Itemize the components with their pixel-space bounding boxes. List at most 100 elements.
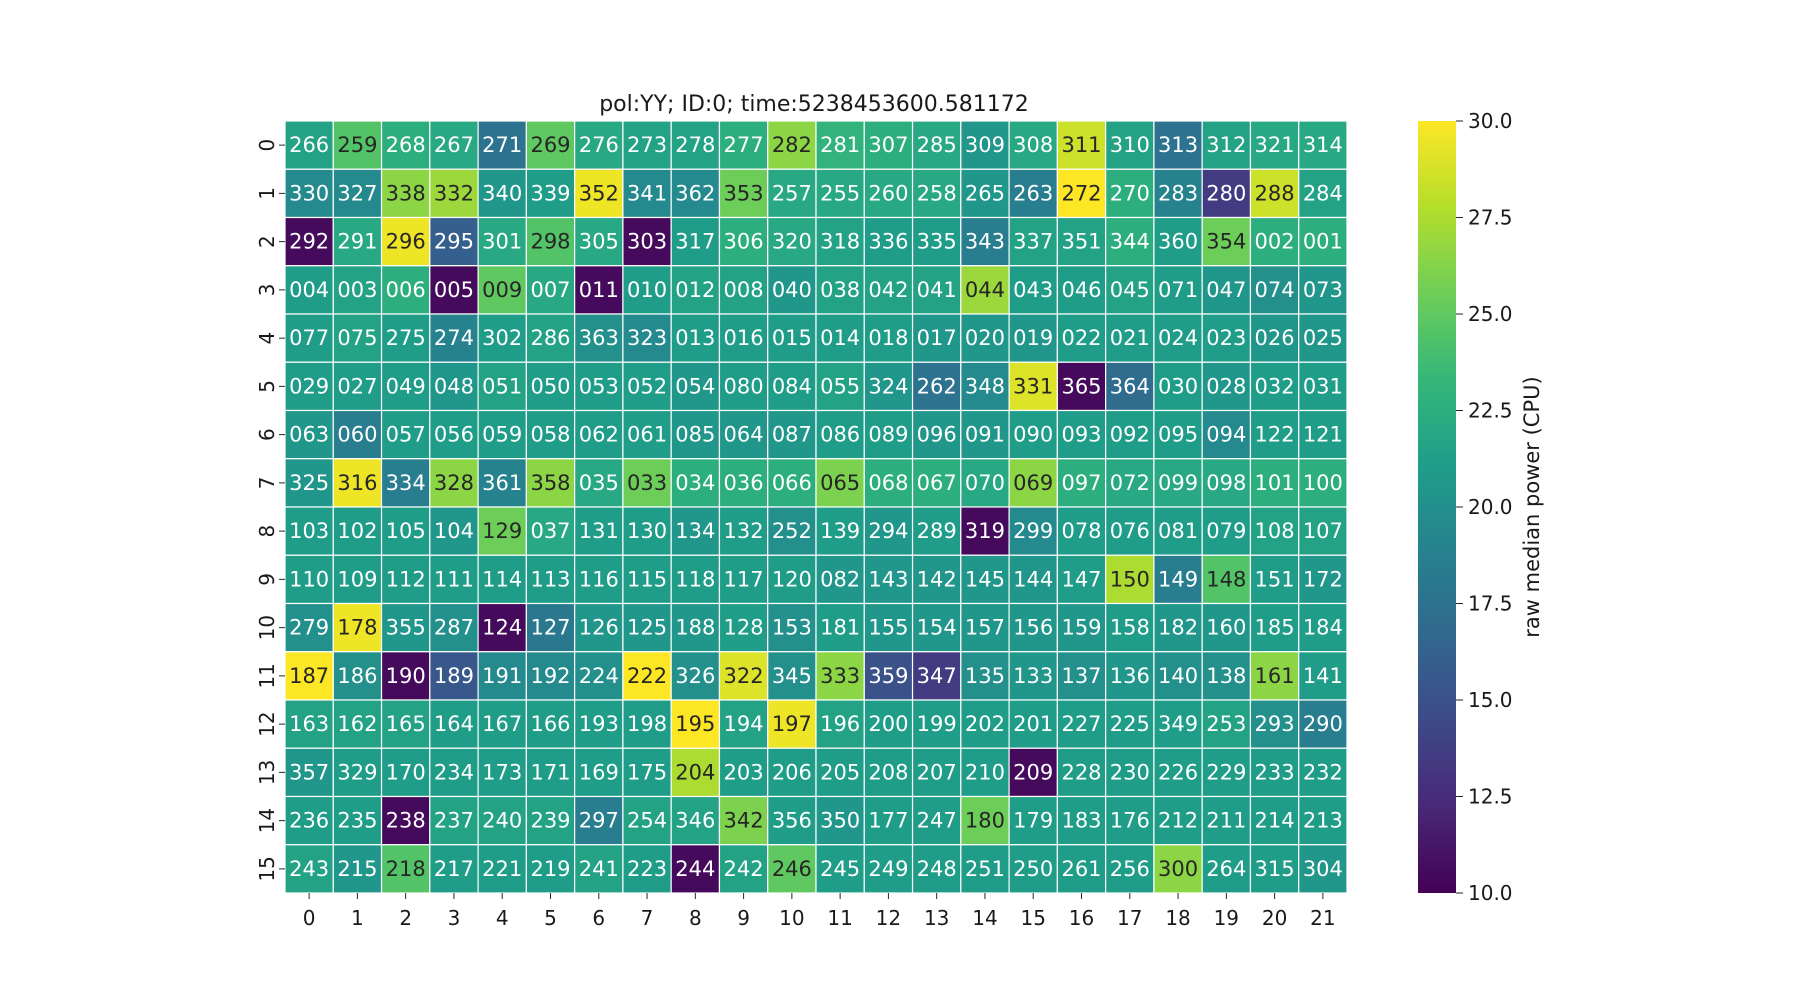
heatmap-cell [1153,747,1203,798]
x-tick-label: 8 [689,906,702,930]
cell-value-label: 222 [627,664,667,688]
cell-value-label: 252 [772,519,812,543]
heatmap-cell [477,361,527,412]
cell-value-label: 118 [675,567,715,591]
heatmap-cell [429,844,479,894]
heatmap-cell [1153,265,1203,315]
heatmap-cell [1105,120,1155,170]
cell-value-label: 020 [965,326,1005,350]
x-tick-label: 12 [876,906,901,930]
heatmap-cell [960,844,1010,894]
x-tick-label: 11 [827,906,852,930]
cell-value-label: 182 [1158,616,1198,640]
heatmap-cell [815,361,865,412]
cell-value-label: 110 [289,567,329,591]
heatmap-cell [574,602,624,653]
cell-value-label: 306 [724,230,764,254]
heatmap-cell [718,409,769,460]
cell-value-label: 291 [337,230,377,254]
cell-value-label: 010 [627,278,667,302]
cell-value-label: 337 [1013,230,1053,254]
cell-value-label: 078 [1061,519,1101,543]
cell-value-label: 320 [772,230,812,254]
cell-value-label: 365 [1061,374,1101,398]
heatmap-cell [284,458,334,508]
cell-value-label: 090 [1013,423,1053,447]
heatmap-cell [718,747,769,798]
x-tick-label: 13 [924,906,949,930]
cell-value-label: 234 [434,760,474,784]
heatmap-cell [380,844,431,894]
heatmap-cell [911,699,962,749]
cell-value-label: 089 [868,423,908,447]
heatmap-cell [1298,458,1348,508]
colorbar-tick-label: 17.5 [1468,592,1513,616]
heatmap-cell [911,313,962,363]
cell-value-label: 246 [772,857,812,881]
cell-value-label: 143 [868,567,908,591]
heatmap-cell [670,651,721,701]
cell-value-label: 093 [1061,423,1101,447]
heatmap-cell [1056,313,1107,363]
heatmap-cell [767,265,817,315]
x-tick-label: 1 [351,906,364,930]
cell-value-label: 115 [627,567,667,591]
x-tick-label: 21 [1310,906,1335,930]
cell-value-label: 210 [965,760,1005,784]
heatmap-cell [960,602,1010,653]
cell-value-label: 282 [772,133,812,157]
cell-value-label: 102 [337,519,377,543]
cell-value-label: 344 [1110,230,1150,254]
heatmap-cell [380,313,431,363]
heatmap-cell [380,216,431,267]
cell-value-label: 237 [434,809,474,833]
heatmap-cell [767,216,817,267]
cell-value-label: 281 [820,133,860,157]
heatmap-cell [718,602,769,653]
cell-value-label: 309 [965,133,1005,157]
heatmap-cell [1153,409,1203,460]
cell-value-label: 076 [1110,519,1150,543]
heatmap-cell [1105,651,1155,701]
cell-value-label: 200 [868,712,908,736]
cell-value-label: 206 [772,760,812,784]
cell-value-label: 135 [965,664,1005,688]
heatmap-cell [284,265,334,315]
cell-value-label: 108 [1255,519,1295,543]
cell-value-label: 262 [917,374,957,398]
cell-value-label: 023 [1206,326,1246,350]
cell-value-label: 247 [917,809,957,833]
y-tick-label: 9 [255,573,279,586]
colorbar-tick-label: 25.0 [1468,302,1513,326]
cell-value-label: 242 [724,857,764,881]
cell-value-label: 288 [1255,181,1295,205]
heatmap-cell [718,795,769,846]
cell-value-label: 313 [1158,133,1198,157]
heatmap-cell [429,265,479,315]
heatmap-cell [1201,506,1252,556]
heatmap-cell [960,651,1010,701]
cell-value-label: 069 [1013,471,1053,495]
cell-value-label: 079 [1206,519,1246,543]
heatmap-cell [574,409,624,460]
x-axis: 0 1 2 3 4 5 6 7 8 9 10 11 12 13 14 15 16 17 18 19 20 21 [303,893,1336,930]
cell-value-label: 211 [1206,809,1246,833]
heatmap-cell [574,795,624,846]
heatmap-cell [960,506,1010,556]
cell-value-label: 162 [337,712,377,736]
cell-value-label: 038 [820,278,860,302]
cell-value-label: 063 [289,423,329,447]
cell-value-label: 002 [1255,230,1295,254]
cell-value-label: 275 [386,326,426,350]
colorbar: 10.0 12.5 15.0 17.5 20.0 22.5 25.0 27.5 30.0 raw… [1418,109,1544,905]
cell-value-label: 302 [482,326,522,350]
heatmap-cell [284,554,334,605]
heatmap-cell [284,216,334,267]
heatmap-cell [863,506,914,556]
heatmap-cell [1153,795,1203,846]
heatmap-cell [1249,795,1300,846]
heatmap-cells [284,120,1348,894]
cell-value-label: 166 [530,712,570,736]
heatmap-cell [1105,699,1155,749]
cell-value-label: 009 [482,278,522,302]
